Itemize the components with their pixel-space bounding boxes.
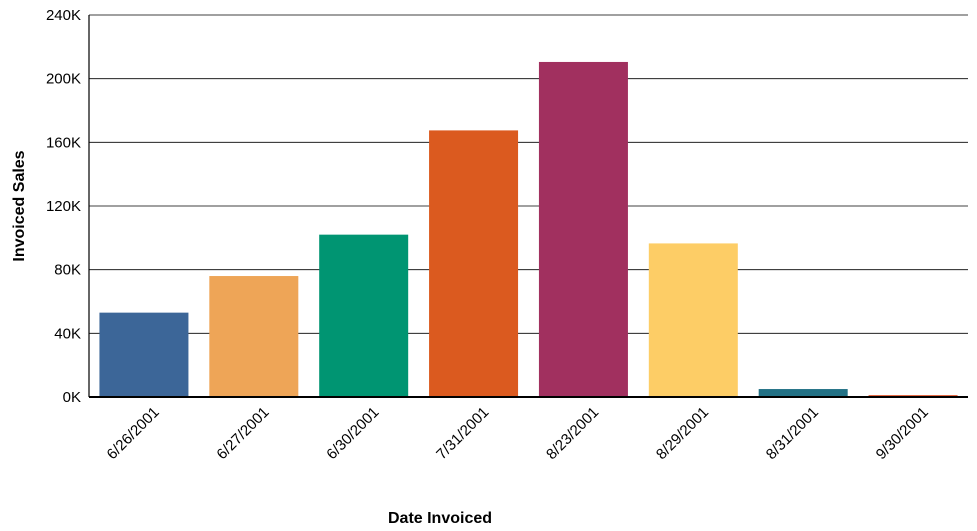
gridlines: [89, 14, 968, 334]
y-tick-label: 200K: [46, 71, 81, 88]
bars: [99, 61, 958, 398]
bar: [429, 130, 519, 398]
x-tick-label: 8/29/2001: [653, 404, 712, 463]
bar: [538, 61, 628, 398]
bar: [319, 234, 409, 397]
x-tick-label: 8/23/2001: [543, 404, 602, 463]
y-tick-label: 40K: [54, 325, 81, 342]
x-tick-label: 6/27/2001: [213, 404, 272, 463]
bar: [209, 276, 299, 397]
y-tick-label: 80K: [54, 262, 81, 279]
y-tick-label: 160K: [46, 134, 81, 151]
y-tick-label: 0K: [63, 389, 81, 406]
x-tick-label: 7/31/2001: [433, 404, 492, 463]
y-tick-label: 120K: [46, 198, 81, 215]
x-tick-labels: 6/26/2001 6/27/2001 6/30/2001 7/31/2001 8/23…: [104, 404, 932, 463]
axes: [88, 15, 968, 398]
x-tick-label: 6/26/2001: [104, 404, 163, 463]
bar: [99, 312, 189, 397]
x-axis-title: Date Invoiced: [388, 510, 492, 527]
x-tick-label: 6/30/2001: [323, 404, 382, 463]
x-tick-label: 8/31/2001: [763, 404, 822, 463]
y-axis-title: Invoiced Sales: [11, 150, 28, 261]
bar: [648, 243, 738, 397]
y-tick-labels: 0K 40K 80K 120K 160K 200K 240K: [46, 7, 81, 406]
y-tick-label: 240K: [46, 7, 81, 24]
bar: [758, 389, 848, 397]
x-tick-label: 9/30/2001: [873, 404, 932, 463]
